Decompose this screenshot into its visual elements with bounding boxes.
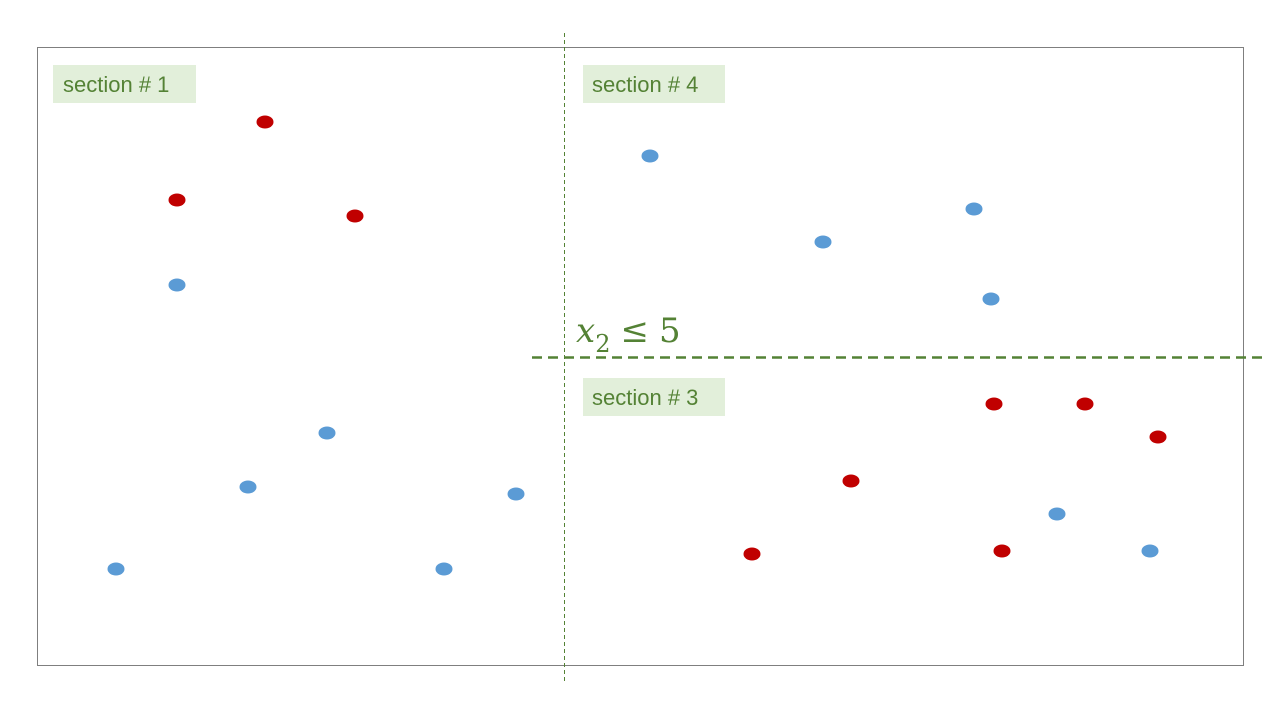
split-operator: ≤: [620, 311, 649, 351]
section-label-1: section # 1: [53, 65, 196, 103]
section-1-blue-point: [239, 480, 257, 494]
section-1-blue-point: [318, 426, 336, 440]
section-4-blue-point: [982, 292, 1000, 306]
section-3-blue-point: [1048, 507, 1066, 521]
section-3-red-point: [1149, 430, 1167, 444]
section-4-blue-point: [965, 202, 983, 216]
section-1-blue-point: [435, 562, 453, 576]
section-1-red-point: [256, 115, 274, 129]
section-1-red-point: [168, 193, 186, 207]
section-1-blue-point: [168, 278, 186, 292]
section-label-4: section # 4: [583, 65, 725, 103]
section-label-1-text: section # 1: [63, 72, 169, 97]
split-condition: x2 ≤5: [576, 311, 681, 358]
section-3-red-point: [985, 397, 1003, 411]
section-label-4-text: section # 4: [592, 72, 698, 97]
section-4-blue-point: [641, 149, 659, 163]
split-subscript: 2: [595, 330, 610, 358]
section-label-3-background: [583, 378, 725, 416]
section-3-red-point: [842, 474, 860, 488]
section-4-blue-point: [814, 235, 832, 249]
split-variable: x: [576, 311, 595, 351]
points-layer: [107, 115, 1167, 576]
split-threshold: 5: [659, 311, 681, 351]
section-3-red-point: [743, 547, 761, 561]
section-3-blue-point: [1141, 544, 1159, 558]
section-label-4-background: [583, 65, 725, 103]
section-1-blue-point: [507, 487, 525, 501]
section-label-3: section # 3: [583, 378, 725, 416]
section-label-3-text: section # 3: [592, 385, 698, 410]
section-3-red-point: [1076, 397, 1094, 411]
section-3-red-point: [993, 544, 1011, 558]
section-1-blue-point: [107, 562, 125, 576]
section-1-red-point: [346, 209, 364, 223]
section-label-1-background: [53, 65, 196, 103]
